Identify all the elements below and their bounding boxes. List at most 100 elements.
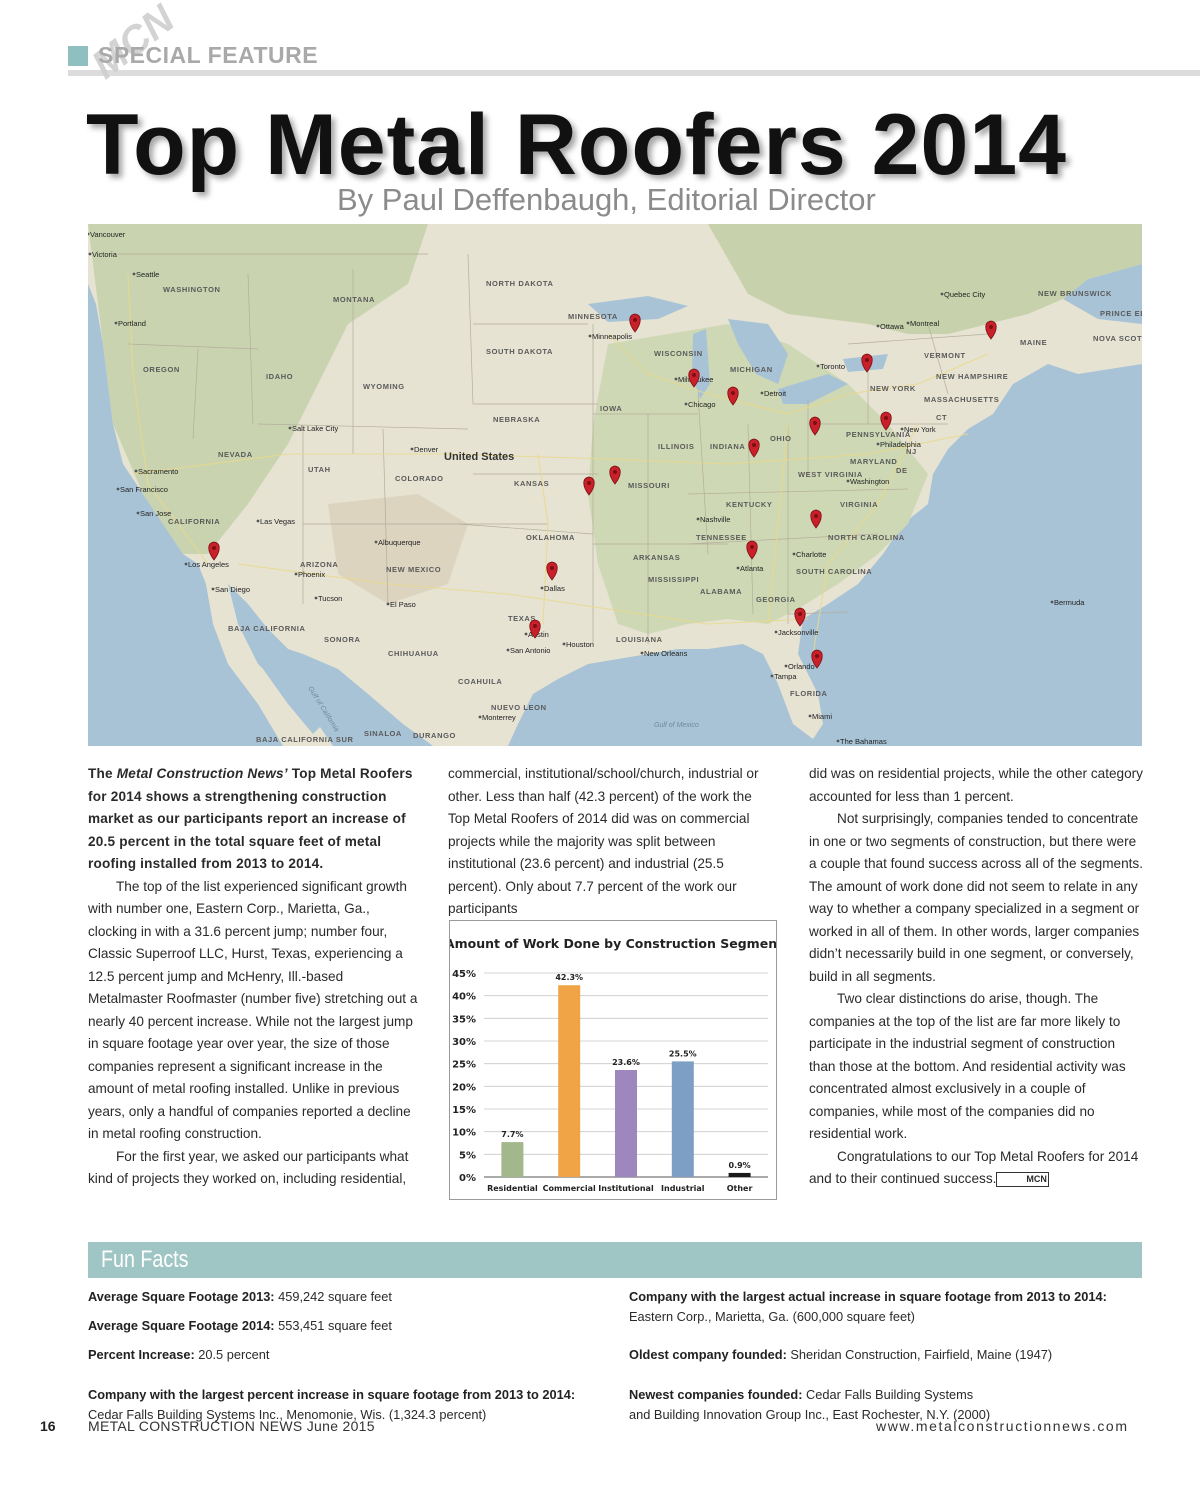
map-city-label: The Bahamas [840, 737, 887, 746]
fact-item: Company with the largest actual increase… [629, 1287, 1149, 1327]
roofer-location-pin-icon [529, 619, 541, 639]
map-state-label: GEORGIA [756, 595, 796, 604]
fact-item: Percent Increase: 20.5 percent [88, 1345, 608, 1365]
map-state-label: UTAH [308, 465, 331, 474]
map-city-label: Detroit [764, 389, 787, 398]
fact-value: Sheridan Construction, Fairfield, Maine … [786, 1347, 1053, 1362]
final-sentence: Congratulations to our Top Metal Roofers… [809, 1148, 1139, 1187]
roofer-location-pin-icon [810, 509, 822, 529]
fact-item: Average Square Footage 2014: 553,451 squ… [88, 1316, 608, 1336]
section-rule [68, 44, 1200, 76]
map-city-label: Albuquerque [378, 538, 421, 547]
chart-y-tick: 35% [452, 1014, 476, 1025]
map-state-label: COLORADO [395, 474, 444, 483]
map-state-label: SINALOA [364, 729, 402, 738]
map-city-label: Victoria [92, 250, 118, 259]
map-city-label: Philadelphia [880, 440, 922, 449]
website-link[interactable]: www.metalconstructionnews.com [876, 1418, 1129, 1434]
map-state-label: KANSAS [514, 479, 549, 488]
lead-publication-name: Metal Construction News’ [116, 766, 288, 781]
map-city-label: Quebec City [944, 290, 986, 299]
article-paragraph: commercial, institutional/school/church,… [448, 766, 759, 916]
lead-part-b: Top Metal Roofers for 2014 shows a stren… [88, 766, 413, 871]
roofer-location-pin-icon [794, 607, 806, 627]
map-city-label: Dallas [544, 584, 565, 593]
article-paragraph: The top of the list experienced signific… [88, 878, 418, 1142]
map-water-label: Gulf of Mexico [654, 722, 699, 729]
map-city-label: Las Vegas [260, 517, 295, 526]
chart-bar [558, 985, 581, 1177]
map-state-label: OREGON [143, 365, 180, 374]
map-city-label: Houston [566, 640, 594, 649]
article-paragraph: did was on residential projects, while t… [809, 766, 1143, 804]
map-city-label: Ottawa [880, 322, 905, 331]
map-state-label: MISSISSIPPI [648, 575, 699, 584]
map-city-label: Tucson [318, 594, 342, 603]
fact-label: Newest companies founded: [629, 1387, 803, 1402]
article-paragraph: For the first year, we asked our partici… [88, 1148, 409, 1187]
map-state-label: TENNESSEE [696, 533, 747, 542]
fact-value: Cedar Falls Building Systems [802, 1387, 974, 1402]
map-state-label: ARKANSAS [633, 553, 680, 562]
map-state-labels: WASHINGTON OREGON IDAHO MONTANA WYOMING NEVAD… [143, 279, 1142, 744]
chart-bar [728, 1172, 751, 1177]
map-state-label: FLORIDA [790, 689, 828, 698]
article-lead: The Metal Construction News’ Top Metal R… [88, 763, 420, 876]
fact-value: Cedar Falls Building Systems Inc., Menom… [88, 1407, 487, 1422]
section-label: SPECIAL FEATURE [98, 42, 319, 68]
fact-value: 459,242 square feet [274, 1289, 392, 1304]
map-state-label: INDIANA [710, 442, 745, 451]
map-city-label: Nashville [700, 515, 730, 524]
map-city-label: Orlando [788, 662, 815, 671]
map-state-label: NEW YORK [870, 384, 916, 393]
map-state-label: NEW HAMPSHIRE [936, 372, 1008, 381]
roofer-location-pin-icon [208, 541, 220, 561]
roofer-location-pin-icon [880, 411, 892, 431]
fact-label: Oldest company founded: [629, 1347, 787, 1362]
map-state-label: NEBRASKA [493, 415, 540, 424]
map-city-label: Atlanta [740, 564, 764, 573]
map-city-label: El Paso [390, 600, 416, 609]
mcn-end-mark-icon: MCN [996, 1171, 1049, 1187]
map-state-label: IOWA [600, 404, 622, 413]
map-state-label: NEW BRUNSWICK [1038, 289, 1112, 298]
map-city-label: Bermuda [1054, 598, 1085, 607]
map-state-label: SONORA [324, 635, 361, 644]
chart-data-label: 23.6% [612, 1058, 640, 1067]
map-state-label: CALIFORNIA [168, 517, 220, 526]
map-city-label: San Francisco [120, 485, 168, 494]
map-state-label: COAHUILA [458, 677, 502, 686]
fact-value: 553,451 square feet [274, 1318, 392, 1333]
map-state-label: BAJA CALIFORNIA SUR [256, 735, 354, 744]
roofer-location-pin-icon [746, 540, 758, 560]
chart-data-label: 42.3% [555, 973, 583, 982]
fact-item: Average Square Footage 2013: 459,242 squ… [88, 1287, 608, 1307]
map-state-label: PRINCE EDWARD ISLAND [1100, 309, 1142, 318]
map-state-label: ALABAMA [700, 587, 742, 596]
map-state-label: BAJA CALIFORNIA [228, 624, 305, 633]
chart-y-tick: 5% [459, 1150, 476, 1161]
map-state-label: DE [896, 466, 908, 475]
map-city-label: San Diego [215, 585, 250, 594]
page-number: 16 [40, 1418, 56, 1434]
chart-title: Amount of Work Done by Construction Segm… [450, 936, 776, 951]
map-state-label: VERMONT [924, 351, 966, 360]
map-pins [208, 313, 997, 669]
map-city-label: Seattle [136, 270, 159, 279]
roofer-location-pin-icon [811, 649, 823, 669]
map-state-label: MAINE [1020, 338, 1047, 347]
map-state-label: LOUISIANA [616, 635, 663, 644]
map-city-label: San Antonio [510, 646, 550, 655]
map-state-label: MASSACHUSETTS [924, 395, 999, 404]
map-country-label: United States [444, 451, 514, 463]
chart-y-tick: 20% [452, 1082, 476, 1093]
map-state-label: OKLAHOMA [526, 533, 575, 542]
article-column-3: did was on residential projects, while t… [809, 763, 1143, 1191]
map-city-label: Miami [812, 712, 832, 721]
map-city-label: Washington [850, 477, 889, 486]
chart-bar [615, 1070, 637, 1177]
chart-category-label: Institutional [598, 1184, 654, 1193]
roofer-location-pin-icon [629, 313, 641, 333]
fact-label: Average Square Footage 2014: [88, 1318, 275, 1333]
roofer-location-pin-icon [861, 353, 873, 373]
